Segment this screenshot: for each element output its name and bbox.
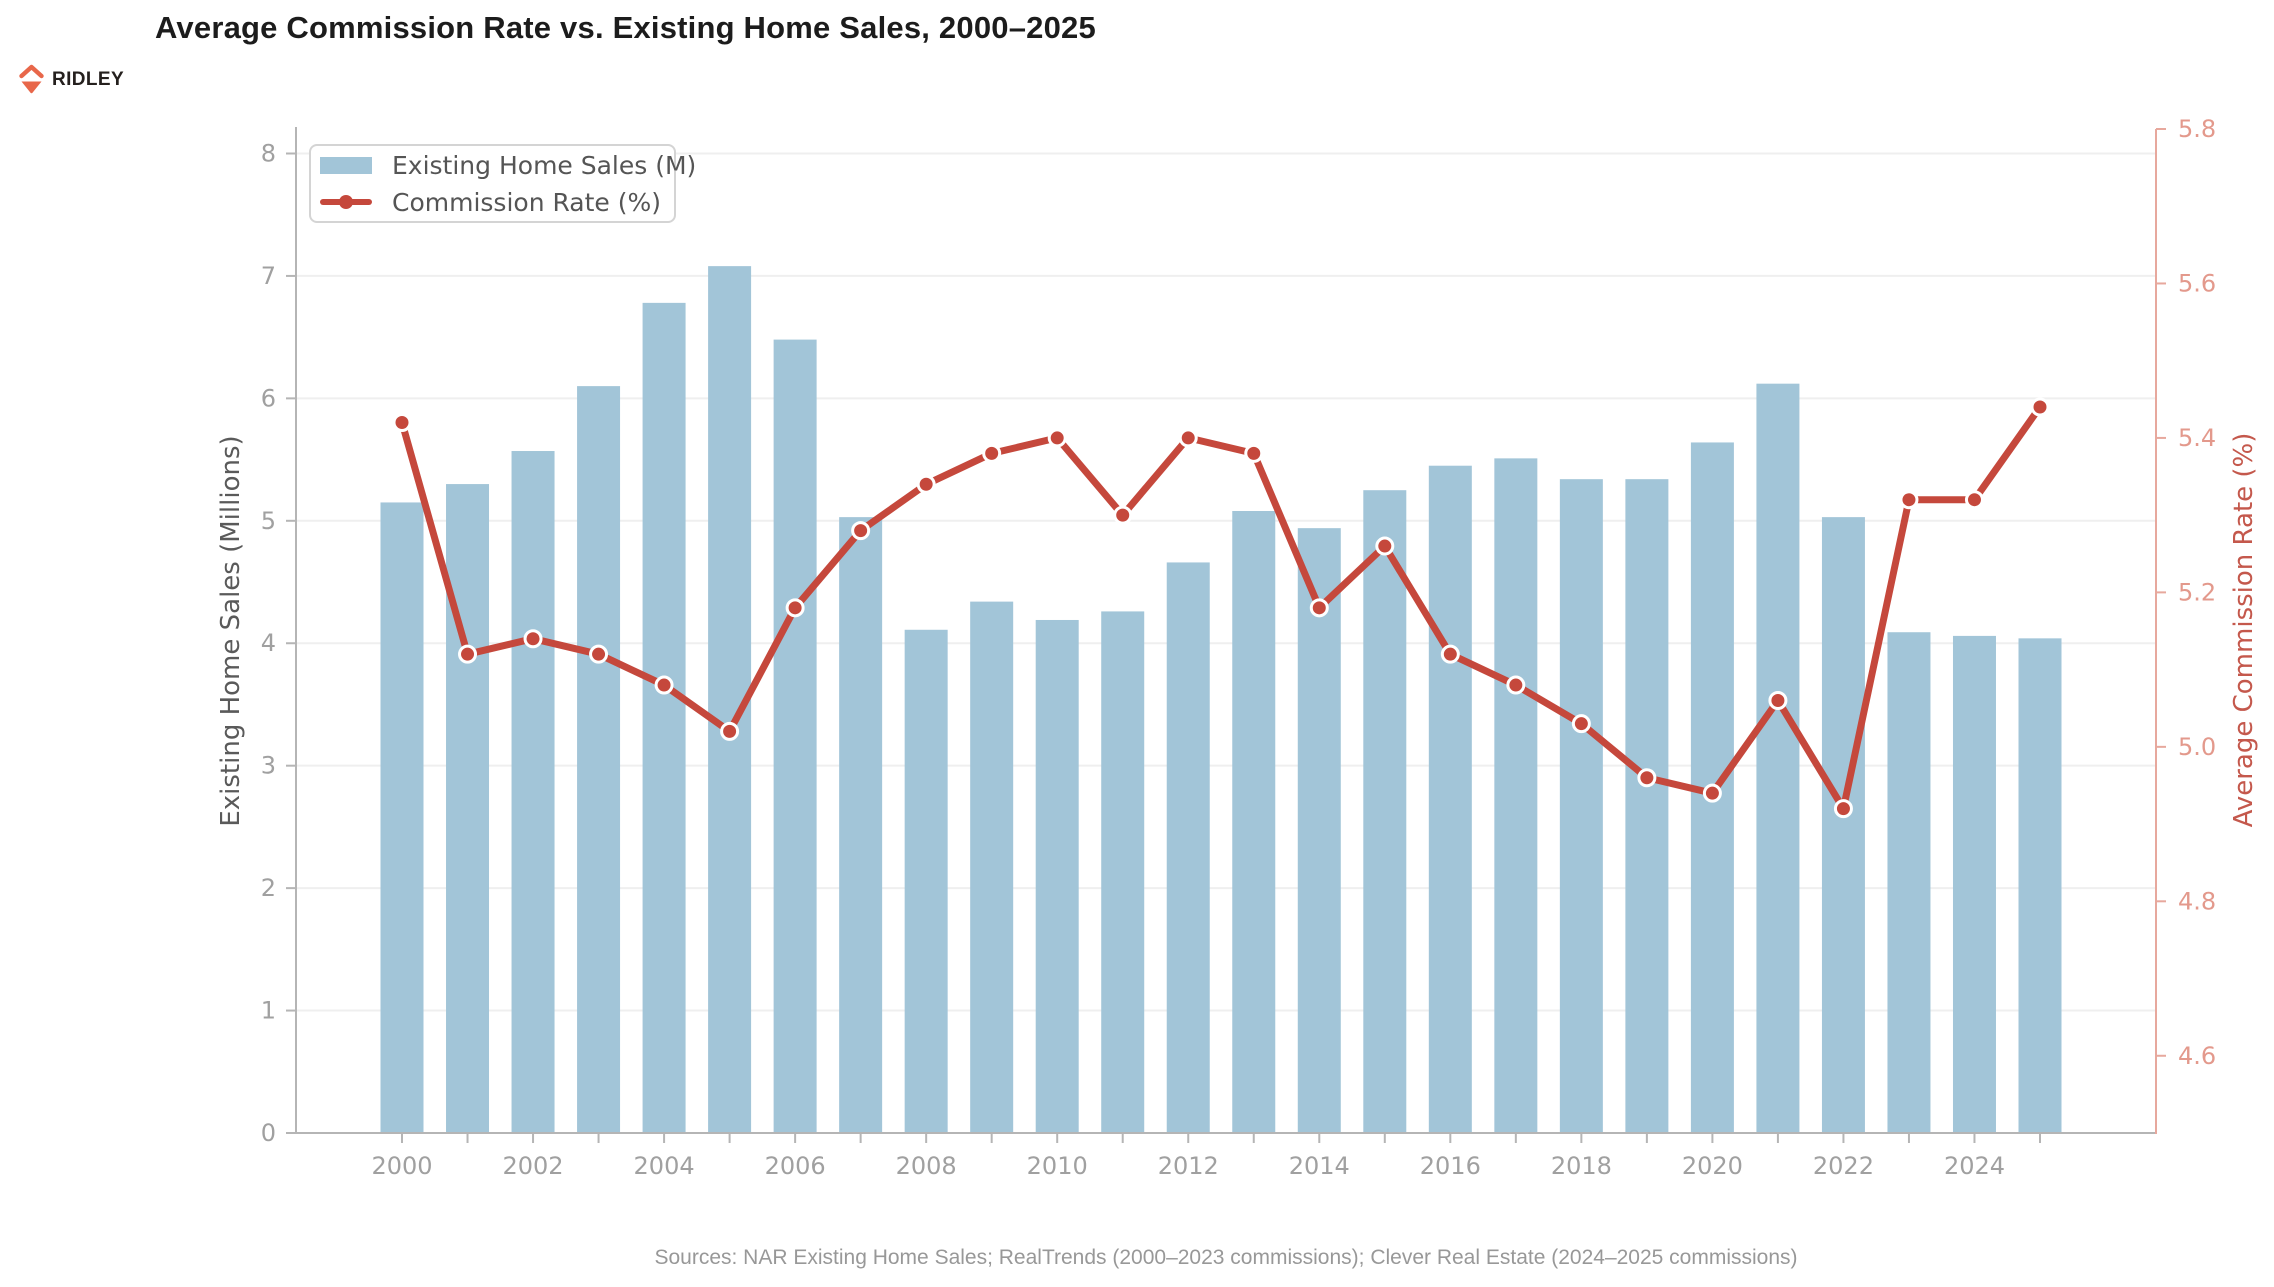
left-tick-label: 8 (261, 139, 276, 167)
x-tick-label: 2012 (1158, 1152, 1219, 1180)
bar-2007 (839, 517, 883, 1133)
sources-footer: Sources: NAR Existing Home Sales; RealTr… (654, 1246, 1798, 1269)
left-tick-label: 1 (261, 997, 276, 1025)
bar-2011 (1101, 611, 1145, 1133)
bar-2015 (1363, 490, 1407, 1133)
legend-bar-swatch (320, 156, 372, 174)
left-tick-label: 5 (261, 507, 276, 535)
x-tick-label: 2018 (1551, 1152, 1612, 1180)
legend-line-marker (339, 195, 353, 209)
bar-2008 (904, 629, 948, 1133)
left-tick-label: 3 (261, 752, 276, 780)
bar-2000 (380, 502, 424, 1133)
data-point-2018 (1571, 714, 1591, 734)
data-point-2005 (720, 721, 740, 741)
legend-item-commission: Commission Rate (%) (320, 186, 674, 218)
left-axis-title: Existing Home Sales (Millions) (216, 435, 246, 827)
data-point-2004 (654, 675, 674, 695)
data-point-2019 (1637, 768, 1657, 788)
x-tick-label: 2002 (503, 1152, 564, 1180)
bar-2018 (1559, 479, 1603, 1133)
data-point-2013 (1244, 443, 1264, 463)
left-tick-label: 2 (261, 874, 276, 902)
bar-2006 (773, 339, 817, 1134)
x-tick-label: 2020 (1682, 1152, 1743, 1180)
data-point-2010 (1047, 428, 1067, 448)
bar-2025 (2018, 638, 2062, 1133)
data-point-2007 (851, 521, 871, 541)
data-point-2024 (1964, 490, 1984, 510)
legend-label-commission: Commission Rate (%) (392, 187, 662, 217)
x-tick-label: 2022 (1813, 1152, 1874, 1180)
x-tick-label: 2010 (1027, 1152, 1088, 1180)
page-title: Average Commission Rate vs. Existing Hom… (155, 10, 1096, 45)
right-axis-title: Average Commission Rate (%) (2229, 432, 2259, 828)
bar-2019 (1625, 479, 1669, 1133)
commission-rate-line (398, 403, 2044, 813)
x-tick-label: 2024 (1944, 1152, 2005, 1180)
right-tick-label: 5.6 (2178, 269, 2216, 297)
bar-2010 (1035, 619, 1079, 1133)
x-tick-label: 2000 (371, 1152, 432, 1180)
brand-logo: RIDLEY (18, 64, 124, 96)
data-point-2001 (458, 644, 478, 664)
data-point-2021 (1768, 691, 1788, 711)
bar-2023 (1887, 632, 1931, 1133)
right-tick-label: 4.6 (2178, 1042, 2216, 1070)
bar-2013 (1232, 511, 1276, 1133)
legend-line-swatch (320, 194, 372, 211)
x-tick-label: 2008 (896, 1152, 957, 1180)
legend-item-sales: Existing Home Sales (M) (320, 149, 696, 181)
diamond-logo-icon (19, 64, 44, 94)
bar-2014 (1297, 528, 1341, 1133)
data-point-2009 (982, 443, 1002, 463)
right-tick-label: 5.4 (2178, 424, 2216, 452)
bar-2004 (642, 302, 686, 1133)
data-point-2003 (589, 644, 609, 664)
bar-2001 (446, 484, 490, 1133)
data-point-2025 (2030, 397, 2050, 417)
left-tick-label: 7 (261, 262, 276, 290)
data-point-2011 (1113, 505, 1133, 525)
bar-2017 (1494, 458, 1538, 1133)
bar-2022 (1821, 517, 1865, 1133)
data-point-2015 (1375, 536, 1395, 556)
brand-logo-text: RIDLEY (52, 69, 125, 90)
data-point-2020 (1702, 783, 1722, 803)
right-tick-label: 4.8 (2178, 887, 2216, 915)
x-tick-label: 2016 (1420, 1152, 1481, 1180)
data-point-2014 (1309, 598, 1329, 618)
legend: Existing Home Sales (M) Commission Rate … (309, 144, 696, 223)
x-tick-label: 2006 (765, 1152, 826, 1180)
bar-2024 (1952, 635, 1996, 1133)
left-tick-label: 0 (261, 1119, 276, 1147)
data-point-2017 (1506, 675, 1526, 695)
x-tick-label: 2004 (634, 1152, 695, 1180)
right-tick-label: 5.0 (2178, 733, 2216, 761)
bar-2009 (970, 601, 1014, 1133)
data-point-2016 (1440, 644, 1460, 664)
right-tick-label: 5.8 (2178, 115, 2216, 143)
data-point-2002 (523, 629, 543, 649)
left-tick-label: 6 (261, 384, 276, 412)
bar-2021 (1756, 383, 1800, 1133)
right-tick-label: 5.2 (2178, 578, 2216, 606)
bar-2003 (577, 386, 621, 1133)
data-point-2023 (1899, 490, 1919, 510)
data-point-2012 (1178, 428, 1198, 448)
bar-2002 (511, 451, 555, 1133)
data-point-2008 (916, 474, 936, 494)
legend-label-sales: Existing Home Sales (M) (392, 150, 697, 180)
left-tick-label: 4 (261, 629, 276, 657)
data-point-2006 (785, 598, 805, 618)
data-point-2022 (1833, 799, 1853, 819)
bar-2016 (1428, 465, 1472, 1134)
x-tick-label: 2014 (1289, 1152, 1350, 1180)
bar-2012 (1166, 562, 1210, 1133)
data-point-2000 (392, 412, 412, 432)
